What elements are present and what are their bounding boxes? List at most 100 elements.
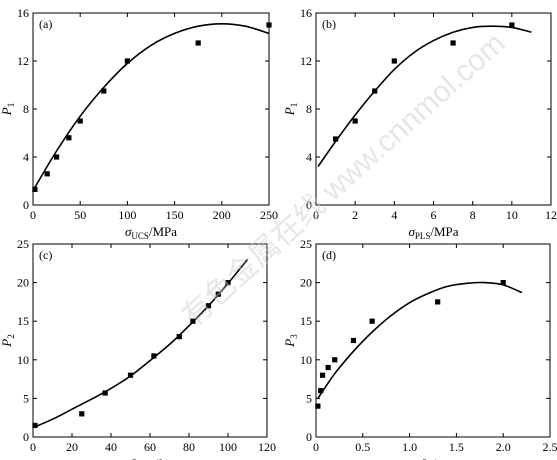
data-point <box>124 58 130 64</box>
x-axis-label: IRQD/% <box>130 456 169 460</box>
y-tick-label: 16 <box>300 6 312 20</box>
y-axis-label: P2 <box>0 334 16 347</box>
y-tick-label: 12 <box>17 54 29 68</box>
x-axis-label-main: I <box>130 456 136 460</box>
data-point <box>101 88 107 94</box>
data-point <box>44 171 50 177</box>
x-tick-label: 8 <box>470 208 476 222</box>
fit-curve <box>317 25 532 168</box>
y-axis-label-sub: 1 <box>6 103 16 108</box>
data-point <box>509 22 515 28</box>
x-axis-label-main: J <box>420 456 427 460</box>
chart-panel-2: 0 2 4 6 8 10 12 0 4 8 12 16 (b) σPLS/MPa P1 <box>282 6 557 241</box>
x-axis-label-main: σ <box>408 224 415 239</box>
watermark: 有色金属在线 www.cnnmol.com <box>176 27 511 334</box>
x-tick-label: 12 <box>545 208 557 222</box>
x-tick-label: 0 <box>30 208 36 222</box>
x-axis-label-unit: /MPa <box>149 224 177 239</box>
y-axis-label-main: P <box>282 107 297 116</box>
x-tick-label: 100 <box>219 440 237 454</box>
y-axis-label-main: P <box>0 107 14 116</box>
data-point <box>332 136 339 142</box>
y-tick-label: 0 <box>23 198 29 212</box>
y-axis-label-sub: 2 <box>6 334 16 339</box>
x-tick-label: 100 <box>118 208 136 222</box>
y-tick-label: 10 <box>17 353 29 367</box>
x-tick-label: 200 <box>213 208 231 222</box>
x-axis-label-unit: /% <box>154 456 169 460</box>
chart-panel-3: 0 20 40 60 80 100 120 0 5 10 15 20 25 (c) IRQD/% P2 <box>0 237 276 460</box>
data-point <box>500 280 506 286</box>
x-tick-label: 250 <box>260 208 278 222</box>
y-tick-label: 4 <box>306 150 312 164</box>
x-tick-label: 10 <box>506 208 518 222</box>
data-point <box>319 372 326 378</box>
fit-curve <box>32 258 249 429</box>
y-tick-label: 15 <box>300 314 312 328</box>
chart-panel-1: 0 50 100 150 200 250 0 4 8 12 16 (a) σUCS/MPa P1 <box>0 6 278 241</box>
x-axis-label-sub: PLS <box>415 231 431 241</box>
data-point <box>369 318 375 324</box>
data-point <box>102 390 108 396</box>
x-tick-label: 0 <box>30 440 36 454</box>
y-tick-label: 16 <box>17 6 29 20</box>
x-tick-label: 2 <box>352 208 358 222</box>
x-tick-label: 150 <box>166 208 184 222</box>
data-point <box>77 118 83 124</box>
x-axis-label: JV/m <box>420 456 446 460</box>
x-tick-label: 4 <box>391 208 397 222</box>
y-tick-label: 5 <box>306 391 312 405</box>
y-axis-label-sub: 3 <box>289 334 299 339</box>
x-tick-label: 6 <box>431 208 437 222</box>
panel-label: (b) <box>322 17 336 31</box>
x-tick-label: 1.5 <box>449 440 464 454</box>
y-axis-label: P1 <box>0 103 16 116</box>
data-point <box>435 299 441 305</box>
data-point <box>151 353 157 359</box>
data-point <box>32 422 38 429</box>
y-tick-label: 10 <box>300 353 312 367</box>
y-tick-label: 8 <box>306 102 312 116</box>
fit-curve <box>32 22 270 192</box>
x-axis-label-main: σ <box>125 224 132 239</box>
data-point <box>318 388 324 394</box>
chart-panel-4: 0 0.5 1.0 1.5 2.0 2.5 0 5 10 15 20 25 (d) JV/m P3 <box>282 237 557 460</box>
plot-frame <box>315 243 551 438</box>
x-tick-label: 0.5 <box>355 440 370 454</box>
y-tick-label: 0 <box>306 198 312 212</box>
x-tick-label: 60 <box>144 440 156 454</box>
x-tick-label: 80 <box>183 440 195 454</box>
y-tick-label: 20 <box>17 276 29 290</box>
x-axis-label-sub: UCS <box>131 231 149 241</box>
x-axis-label: σPLS/MPa <box>408 224 458 241</box>
data-point <box>391 58 397 64</box>
x-tick-label: 40 <box>105 440 117 454</box>
x-tick-label: 20 <box>66 440 78 454</box>
x-tick-label: 0 <box>313 440 319 454</box>
y-tick-label: 8 <box>23 102 29 116</box>
y-tick-label: 20 <box>300 276 312 290</box>
data-point <box>195 40 201 46</box>
y-tick-label: 25 <box>17 237 29 251</box>
data-point <box>176 334 182 340</box>
data-point <box>325 364 331 371</box>
panel-label: (d) <box>322 248 336 262</box>
x-tick-label: 0 <box>313 208 319 222</box>
x-axis-label: σUCS/MPa <box>125 224 177 241</box>
data-point <box>350 337 357 344</box>
y-tick-label: 4 <box>23 150 29 164</box>
y-tick-label: 15 <box>17 314 29 328</box>
y-axis-label: P3 <box>282 334 299 348</box>
data-point <box>352 118 358 124</box>
x-tick-label: 2.0 <box>496 440 511 454</box>
panel-label: (c) <box>39 248 52 262</box>
x-tick-label: 120 <box>258 440 276 454</box>
data-point <box>66 135 72 141</box>
panel-label: (a) <box>39 17 52 31</box>
y-axis-label-main: P <box>0 339 14 348</box>
data-point <box>79 411 85 417</box>
y-tick-label: 12 <box>300 54 312 68</box>
data-point <box>315 403 321 409</box>
